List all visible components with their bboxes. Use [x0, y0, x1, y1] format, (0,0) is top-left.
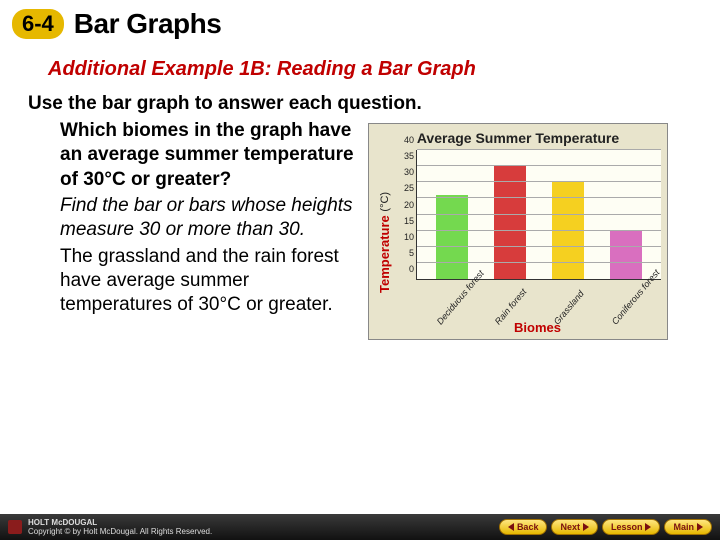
- y-tick-label: 40: [404, 135, 417, 145]
- bar: [610, 230, 642, 279]
- y-tick-label: 15: [404, 216, 417, 226]
- y-axis-label-text: Temperature: [377, 215, 392, 293]
- copyright-text: Copyright © by Holt McDougal. All Rights…: [28, 527, 212, 536]
- back-label: Back: [517, 522, 539, 532]
- y-tick-label: 10: [404, 232, 417, 242]
- main-button[interactable]: Main: [664, 519, 712, 535]
- chart-title: Average Summer Temperature: [375, 130, 661, 146]
- x-axis-label: Biomes: [414, 320, 661, 335]
- chart-panel: Average Summer Temperature Temperature (…: [368, 123, 668, 340]
- lesson-label: Lesson: [611, 522, 643, 532]
- copyright-block: HOLT McDOUGAL Copyright © by Holt McDoug…: [8, 518, 212, 536]
- y-tick-label: 30: [404, 167, 417, 177]
- header: 6-4 Bar Graphs: [0, 0, 720, 52]
- gridline: [417, 197, 661, 198]
- chevron-left-icon: [508, 523, 514, 531]
- y-tick-label: 25: [404, 183, 417, 193]
- example-subtitle: Additional Example 1B: Reading a Bar Gra…: [48, 58, 720, 81]
- chart-column: Average Summer Temperature Temperature (…: [360, 119, 720, 340]
- gridline: [417, 165, 661, 166]
- gridline: [417, 181, 661, 182]
- answer-text: The grassland and the rain forest have a…: [60, 245, 360, 318]
- gridline: [417, 230, 661, 231]
- chevron-right-icon: [583, 523, 589, 531]
- y-tick-label: 0: [409, 264, 417, 274]
- bars-container: [417, 150, 661, 279]
- footer-bar: HOLT McDOUGAL Copyright © by Holt McDoug…: [0, 514, 720, 540]
- gridline: [417, 246, 661, 247]
- hint-text: Find the bar or bars whose heights measu…: [60, 194, 360, 243]
- back-button[interactable]: Back: [499, 519, 548, 535]
- main-label: Main: [673, 522, 694, 532]
- brand-logo-icon: [8, 520, 22, 534]
- chevron-right-icon: [697, 523, 703, 531]
- text-column: Which biomes in the graph have an averag…: [0, 119, 360, 340]
- content-row: Which biomes in the graph have an averag…: [0, 119, 720, 340]
- page-title: Bar Graphs: [74, 8, 222, 40]
- brand-name: HOLT McDOUGAL: [28, 518, 212, 527]
- nav-buttons: Back Next Lesson Main: [499, 519, 712, 535]
- y-tick-label: 20: [404, 200, 417, 210]
- y-tick-label: 5: [409, 248, 417, 258]
- instruction-text: Use the bar graph to answer each questio…: [28, 93, 720, 115]
- question-text: Which biomes in the graph have an averag…: [60, 119, 360, 192]
- next-label: Next: [560, 522, 580, 532]
- y-axis-label: Temperature (°C): [375, 150, 394, 335]
- gridline: [417, 149, 661, 150]
- lesson-button[interactable]: Lesson: [602, 519, 661, 535]
- y-tick-label: 35: [404, 151, 417, 161]
- gridline: [417, 214, 661, 215]
- plot-area: 0510152025303540 Deciduous forestRain fo…: [394, 150, 661, 335]
- x-ticks: Deciduous forestRain forestGrasslandConi…: [416, 280, 661, 290]
- chevron-right-icon: [645, 523, 651, 531]
- chart-axes: 0510152025303540: [416, 150, 661, 280]
- gridline: [417, 262, 661, 263]
- bar: [436, 195, 468, 280]
- y-axis-unit: (°C): [379, 192, 391, 212]
- section-badge: 6-4: [12, 9, 64, 39]
- next-button[interactable]: Next: [551, 519, 598, 535]
